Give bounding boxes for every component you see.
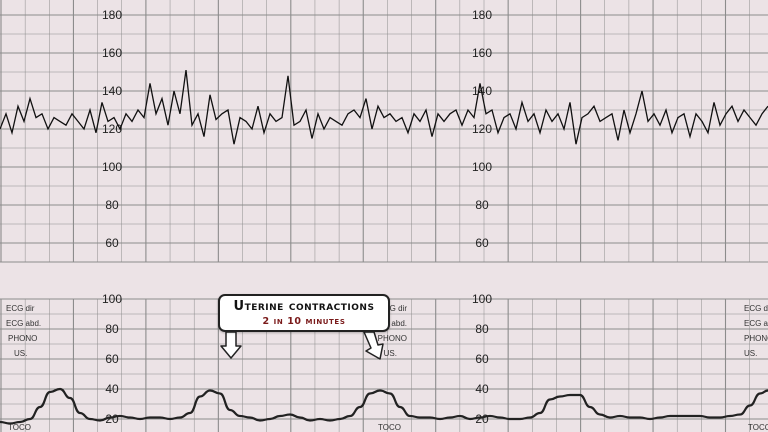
fhr-tick-label: 180 xyxy=(472,8,492,22)
channel-label-ecg_dir: ECG dir xyxy=(379,304,408,313)
fhr-tick-label: 160 xyxy=(102,46,122,60)
callout-arrow-left xyxy=(220,331,242,359)
channel-label-ecg_abd: ECG abd. xyxy=(6,319,41,328)
fhr-tick-label: 120 xyxy=(102,122,122,136)
channel-label-ecg_dir: ECG dir xyxy=(6,304,35,313)
fhr-tick-label: 120 xyxy=(472,122,492,136)
channel-label-us: US. xyxy=(384,349,397,358)
channel-label-phono: PHONO xyxy=(744,334,768,343)
uterine-contractions-callout: Uterine contractions 2 in 10 minutes xyxy=(218,294,390,332)
fhr-grid xyxy=(0,0,768,263)
fhr-tick-label: 80 xyxy=(105,198,119,212)
callout-arrow-right xyxy=(363,331,384,360)
toco-tick-label: 100 xyxy=(472,292,492,306)
toco-tick-label: 40 xyxy=(475,382,489,396)
fhr-tick-label: 100 xyxy=(102,160,122,174)
fhr-tick-label: 60 xyxy=(105,236,119,250)
channel-label-phono: PHONO xyxy=(8,334,37,343)
fhr-tick-label: 60 xyxy=(475,236,489,250)
channel-label-toco: TOCO xyxy=(748,423,768,432)
toco-tick-label: 80 xyxy=(475,322,489,336)
fhr-tick-label: 80 xyxy=(475,198,489,212)
channel-label-toco: TOCO xyxy=(8,423,31,432)
fhr-tick-label: 180 xyxy=(102,8,122,22)
toco-trace-line xyxy=(0,387,768,425)
toco-tick-label: 20 xyxy=(475,412,489,426)
channel-label-ecg_dir: ECG dir xyxy=(744,304,768,313)
fhr-trace-line xyxy=(0,70,768,145)
toco-tick-label: 100 xyxy=(102,292,122,306)
channel-label-toco: TOCO xyxy=(378,423,401,432)
callout-title: Uterine contractions xyxy=(233,299,375,314)
fhr-tick-label: 160 xyxy=(472,46,492,60)
toco-tick-label: 40 xyxy=(105,382,119,396)
channel-label-phono: PHONO xyxy=(378,334,407,343)
fhr-tick-label: 100 xyxy=(472,160,492,174)
channel-label-us: US. xyxy=(744,349,757,358)
channel-label-ecg_abd: ECG abd. xyxy=(744,319,768,328)
toco-tick-label: 60 xyxy=(105,352,119,366)
fhr-tick-label: 140 xyxy=(102,84,122,98)
callout-subtitle: 2 in 10 minutes xyxy=(262,316,346,327)
toco-tick-label: 80 xyxy=(105,322,119,336)
toco-tick-label: 60 xyxy=(475,352,489,366)
channel-label-us: US. xyxy=(14,349,27,358)
